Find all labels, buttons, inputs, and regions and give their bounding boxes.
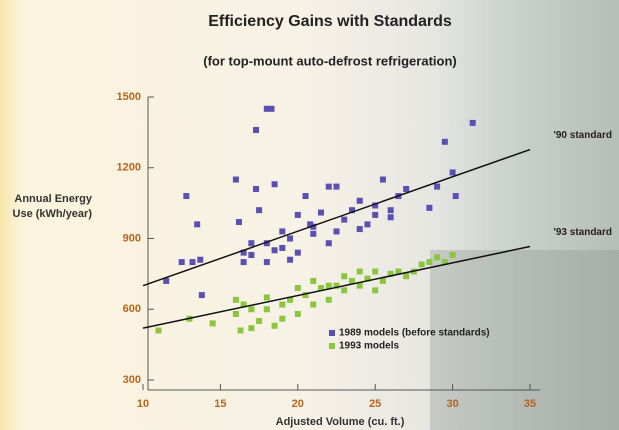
point [295, 250, 301, 256]
point [450, 252, 456, 258]
point [357, 269, 363, 275]
point [403, 273, 409, 279]
chart-subtitle: (for top-mount auto-defrost refrigeratio… [203, 53, 456, 68]
chart: Efficiency Gains with Standards (for top… [0, 0, 619, 430]
point [318, 210, 324, 216]
point [248, 325, 254, 331]
point [341, 287, 347, 293]
point [197, 257, 203, 263]
standard-label: '90 standard [553, 130, 612, 141]
x-tick-label: 30 [446, 398, 458, 410]
x-tick-label: 35 [524, 398, 536, 410]
point [179, 259, 185, 265]
point [470, 120, 476, 126]
point [264, 306, 270, 312]
point [210, 320, 216, 326]
point [233, 311, 239, 317]
point [272, 247, 278, 253]
point [248, 306, 254, 312]
point [248, 240, 254, 246]
chart-svg: Efficiency Gains with Standards (for top… [0, 0, 619, 430]
point [453, 193, 459, 199]
point [434, 254, 440, 260]
point [295, 212, 301, 218]
chart-title: Efficiency Gains with Standards [208, 13, 452, 30]
point [268, 106, 274, 112]
point [310, 231, 316, 237]
y-axis-label: Annual Energy Use (kWh/year) [2, 192, 92, 222]
point [256, 207, 262, 213]
point [334, 184, 340, 190]
y-tick-label: 300 [123, 374, 141, 386]
point [295, 285, 301, 291]
standard-label: '93 standard [553, 227, 612, 238]
point [403, 186, 409, 192]
point [388, 207, 394, 213]
point [279, 302, 285, 308]
x-tick-label: 25 [369, 398, 381, 410]
x-tick-label: 15 [214, 398, 226, 410]
legend-label: 1989 models (before standards) [339, 328, 490, 339]
point [419, 261, 425, 267]
point [364, 221, 370, 227]
x-axis-label: Adjusted Volume (cu. ft.) [276, 416, 405, 428]
point [372, 287, 378, 293]
point [279, 316, 285, 322]
point [326, 297, 332, 303]
point [295, 311, 301, 317]
y-tick-label: 900 [123, 232, 141, 244]
point [287, 236, 293, 242]
point [279, 228, 285, 234]
point [256, 318, 262, 324]
point [199, 292, 205, 298]
point [372, 212, 378, 218]
point [264, 294, 270, 300]
point [303, 193, 309, 199]
point [248, 252, 254, 258]
x-tick-label: 10 [137, 398, 149, 410]
y-tick-label: 1200 [117, 162, 141, 174]
point [442, 139, 448, 145]
point [357, 198, 363, 204]
y-tick-label: 1500 [117, 91, 141, 103]
point [380, 278, 386, 284]
point [388, 214, 394, 220]
point [334, 228, 340, 234]
legend-swatch [329, 343, 335, 349]
point [272, 181, 278, 187]
point [194, 221, 200, 227]
legend-swatch [329, 330, 335, 336]
point [272, 323, 278, 329]
point [326, 184, 332, 190]
point [190, 259, 196, 265]
point [236, 219, 242, 225]
point [426, 205, 432, 211]
point [253, 186, 259, 192]
point [279, 245, 285, 251]
point [450, 169, 456, 175]
point [155, 327, 161, 333]
point [253, 127, 259, 133]
point [287, 257, 293, 263]
point [341, 217, 347, 223]
y-tick-label: 600 [123, 303, 141, 315]
point [238, 327, 244, 333]
point [183, 193, 189, 199]
point [341, 273, 347, 279]
point [264, 259, 270, 265]
point [241, 259, 247, 265]
point [233, 177, 239, 183]
point [326, 240, 332, 246]
point [426, 259, 432, 265]
point [372, 269, 378, 275]
point [380, 177, 386, 183]
point [434, 184, 440, 190]
point [357, 226, 363, 232]
legend-label: 1993 models [339, 341, 399, 352]
point [310, 302, 316, 308]
point [310, 278, 316, 284]
point [233, 297, 239, 303]
x-tick-label: 20 [292, 398, 304, 410]
